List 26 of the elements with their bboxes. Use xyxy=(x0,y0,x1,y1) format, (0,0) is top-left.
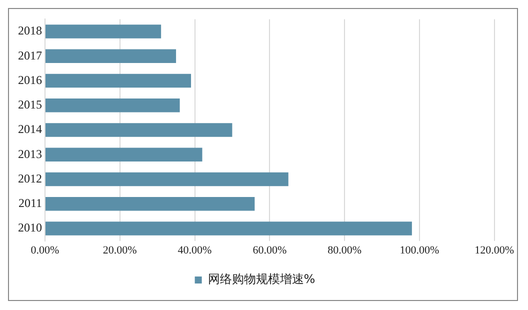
bar xyxy=(46,98,180,112)
bar xyxy=(46,74,192,88)
y-tick-label: 2014 xyxy=(18,122,42,136)
x-tick-label: 60.00% xyxy=(252,244,287,256)
bar xyxy=(46,123,232,137)
bar xyxy=(46,49,176,64)
x-tick-label: 100.00% xyxy=(400,244,440,256)
y-tick-label: 2016 xyxy=(18,72,42,87)
legend-label: 网络购物规模增速% xyxy=(208,272,316,286)
y-tick-label: 2011 xyxy=(18,196,42,210)
bar xyxy=(46,24,162,38)
y-tick-label: 2013 xyxy=(18,146,42,161)
x-tick-label: 80.00% xyxy=(328,244,362,256)
y-tick-label: 2015 xyxy=(18,98,42,112)
y-tick-label: 2010 xyxy=(18,220,42,235)
y-tick-label: 2017 xyxy=(18,48,42,62)
x-tick-label: 40.00% xyxy=(178,244,212,256)
x-tick-label: 120.00% xyxy=(474,244,514,256)
y-tick-label: 2018 xyxy=(18,24,42,38)
bar xyxy=(46,148,202,162)
x-tick-label: 0.00% xyxy=(30,244,60,256)
bar xyxy=(46,222,412,236)
bar xyxy=(46,172,288,186)
y-tick-label: 2012 xyxy=(18,171,42,186)
bar xyxy=(46,196,255,211)
x-tick-label: 20.00% xyxy=(102,244,137,256)
